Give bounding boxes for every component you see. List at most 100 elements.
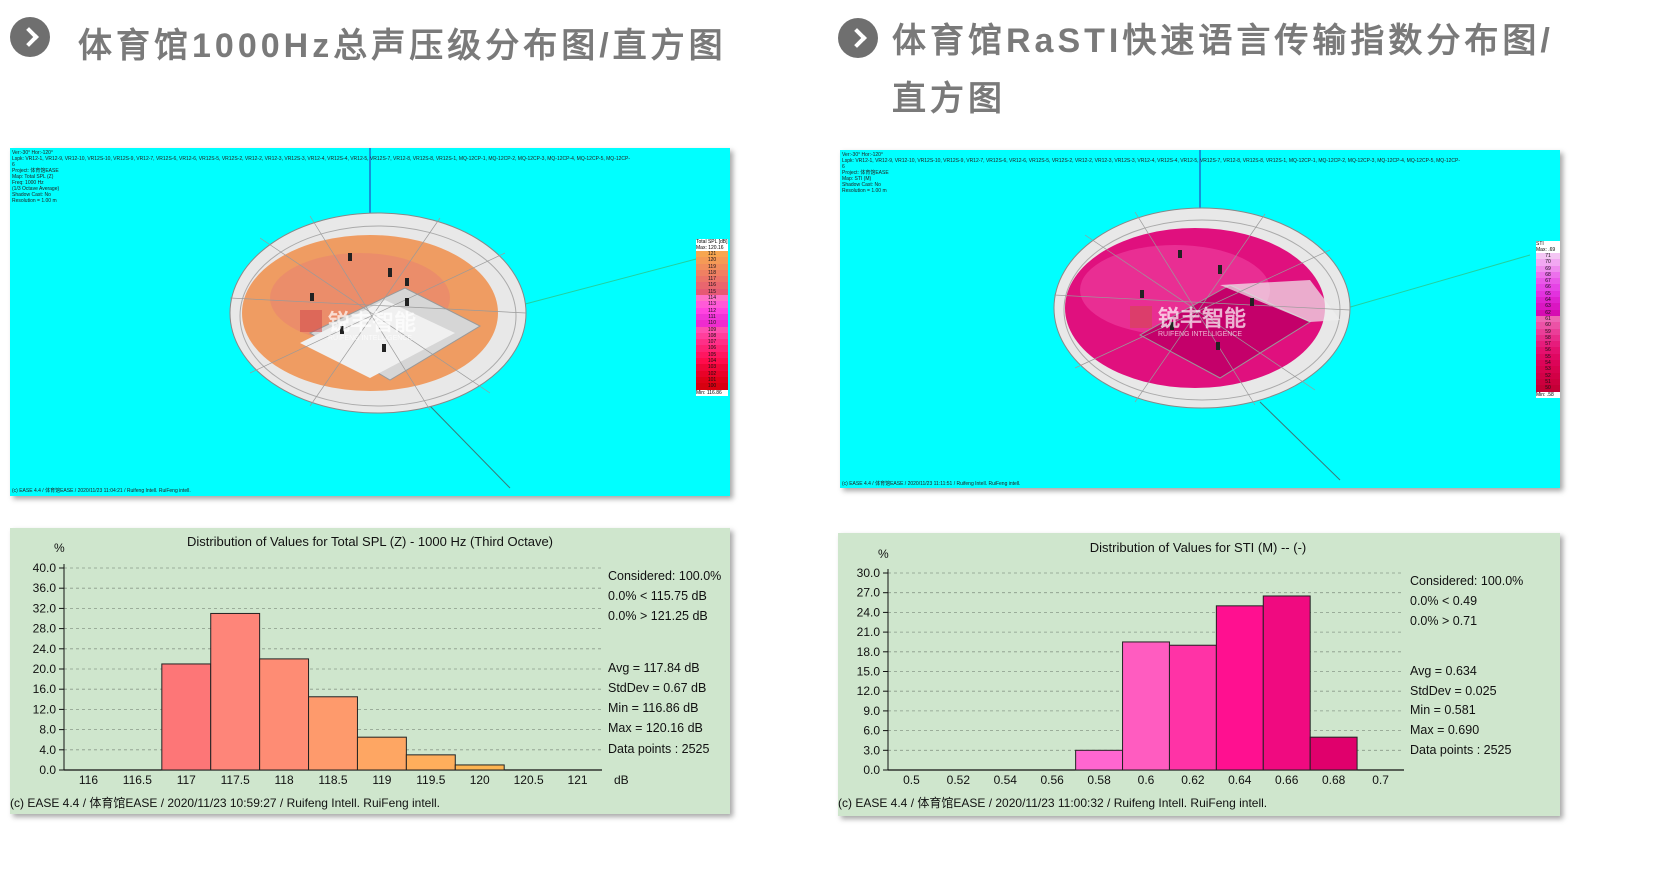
x-tick-label: 117 xyxy=(177,773,196,787)
spl-render-scene: 锐丰智能 RUIFENG INTELLIGENCE xyxy=(229,148,701,489)
y-tick-label: 8.0 xyxy=(39,723,56,737)
legend-swatch: 112 xyxy=(696,307,728,314)
y-tick-label: 3.0 xyxy=(863,743,880,757)
watermark-sub: RUIFENG INTELLIGENCE xyxy=(1158,331,1242,338)
x-tick-label: 0.64 xyxy=(1228,773,1252,787)
histogram-bar xyxy=(356,736,407,771)
stat-line: Avg = 117.84 dB xyxy=(608,661,700,675)
legend-swatch: 63 xyxy=(1536,303,1560,310)
legend-swatch: 115 xyxy=(696,288,728,296)
legend-swatch: 110 xyxy=(696,320,728,327)
spl-histogram: Distribution of Values for Total SPL (Z)… xyxy=(10,534,721,810)
legend-swatch: 114 xyxy=(696,295,728,302)
x-tick-label: 121 xyxy=(568,773,588,787)
legend-swatch: 67 xyxy=(1536,278,1560,285)
heading-right: 体育馆RaSTI快速语言传输指数分布图/ 直方图 xyxy=(838,12,1554,128)
watermark-text: 锐丰智能 xyxy=(328,310,416,335)
y-tick-label: 24.0 xyxy=(33,642,57,656)
stat-line: StdDev = 0.67 dB xyxy=(608,681,706,695)
stat-line: Data points : 2525 xyxy=(1410,743,1512,757)
sti-render-scene: 锐丰智能 RUIFENG INTELLIGENCE xyxy=(1053,150,1531,481)
x-tick-label: 0.66 xyxy=(1275,773,1299,787)
stat-line: 0.0% < 115.75 dB xyxy=(608,589,707,603)
y-tick-label: 18.0 xyxy=(857,645,881,659)
sti-histogram-panel: Distribution of Values for STI (M) -- (-… xyxy=(838,533,1560,816)
legend-swatch: 119 xyxy=(696,263,728,270)
stat-line: Max = 0.690 xyxy=(1410,723,1479,737)
watermark-text: 锐丰智能 xyxy=(1158,306,1246,331)
y-tick-label: 32.0 xyxy=(33,601,57,615)
stat-line: Considered: 100.0% xyxy=(1410,574,1523,588)
stat-line: 0.0% < 0.49 xyxy=(1410,594,1477,608)
histogram-bar xyxy=(405,754,456,771)
render-info: Ver:-30° Hor:-120° Lspk: VR12-1, VR12-9,… xyxy=(842,152,1461,194)
x-tick-label: 116.5 xyxy=(123,773,152,787)
legend-swatch: 52 xyxy=(1536,372,1560,379)
legend-swatch: 117 xyxy=(696,276,728,283)
spl-render-panel: Ver:-30° Hor:-120° Lspk: VR12-1, VR12-9,… xyxy=(10,148,730,496)
chart-title: Distribution of Values for STI (M) -- (-… xyxy=(1090,540,1306,555)
x-tick-label: 0.6 xyxy=(1138,773,1155,787)
legend-swatch: 103 xyxy=(696,364,728,371)
y-tick-label: 30.0 xyxy=(857,566,881,580)
legend-swatch: 53 xyxy=(1536,366,1560,373)
stat-line: StdDev = 0.025 xyxy=(1410,684,1497,698)
y-tick-label: 36.0 xyxy=(33,581,57,595)
y-tick-label: 12.0 xyxy=(857,684,881,698)
y-tick-label: 28.0 xyxy=(33,622,57,636)
legend-swatch: 116 xyxy=(696,282,728,289)
stat-line: Min = 0.581 xyxy=(1410,703,1476,717)
render-info: Ver:-30° Hor:-120° Lspk: VR12-1, VR12-9,… xyxy=(12,150,631,204)
legend-swatch: 107 xyxy=(696,339,728,346)
legend-swatch: 120 xyxy=(696,257,728,264)
legend-swatch: 64 xyxy=(1536,297,1560,304)
heading-left: 体育馆1000Hz总声压级分布图/直方图 xyxy=(10,17,727,75)
legend-swatch: 118 xyxy=(696,269,728,277)
sti-render-panel: Ver:-30° Hor:-120° Lspk: VR12-1, VR12-9,… xyxy=(840,150,1560,488)
legend-swatch: 66 xyxy=(1536,284,1560,291)
legend-swatch: 55 xyxy=(1536,353,1560,361)
histogram-bar xyxy=(1075,749,1124,771)
histogram-bar xyxy=(1215,605,1264,771)
heading-right-line1: 体育馆RaSTI快速语言传输指数分布图/ xyxy=(892,22,1554,60)
stat-line: Data points : 2525 xyxy=(608,742,710,756)
histogram-bar xyxy=(308,696,358,771)
x-tick-label: 0.7 xyxy=(1372,773,1389,787)
y-tick-label: 40.0 xyxy=(33,561,57,575)
legend-swatch: 62 xyxy=(1536,309,1560,316)
x-tick-label: 118.5 xyxy=(318,773,347,787)
y-tick-label: 21.0 xyxy=(857,625,881,639)
y-tick-label: 0.0 xyxy=(39,763,56,777)
legend-swatch: 101 xyxy=(696,376,728,384)
chevron-right-icon xyxy=(838,18,878,58)
histogram-bar xyxy=(161,663,212,771)
legend-swatch: 111 xyxy=(696,313,728,321)
legend-swatch: 100 xyxy=(696,383,728,390)
x-tick-label: 120 xyxy=(470,773,490,787)
sti-histogram: Distribution of Values for STI (M) -- (-… xyxy=(838,540,1523,810)
legend-swatch: 102 xyxy=(696,370,728,377)
chevron-right-icon xyxy=(10,17,50,57)
chart-title: Distribution of Values for Total SPL (Z)… xyxy=(187,534,553,549)
y-tick-label: 0.0 xyxy=(863,763,880,777)
stat-line: Avg = 0.634 xyxy=(1410,664,1477,678)
legend-swatch: 58 xyxy=(1536,334,1560,342)
legend-swatch: 54 xyxy=(1536,360,1560,367)
legend-swatch: 61 xyxy=(1536,315,1560,323)
heading-left-text: 体育馆1000Hz总声压级分布图/直方图 xyxy=(78,27,727,65)
heading-right-line2: 直方图 xyxy=(892,80,1006,118)
legend-swatch: 70 xyxy=(1536,259,1560,266)
legend-swatch: 56 xyxy=(1536,347,1560,354)
legend-swatch: 57 xyxy=(1536,341,1560,348)
legend-swatch: 104 xyxy=(696,358,728,365)
stat-line: Max = 120.16 dB xyxy=(608,721,703,735)
y-tick-label: 6.0 xyxy=(863,724,880,738)
y-axis-label: % xyxy=(878,547,889,561)
y-tick-label: 9.0 xyxy=(863,704,880,718)
legend-swatch: 71 xyxy=(1536,253,1560,260)
x-tick-label: 119 xyxy=(372,773,391,787)
stat-line: 0.0% > 121.25 dB xyxy=(608,609,708,623)
histogram-bar xyxy=(1262,595,1311,771)
x-tick-label: 117.5 xyxy=(221,773,250,787)
x-tick-label: 0.54 xyxy=(994,773,1018,787)
